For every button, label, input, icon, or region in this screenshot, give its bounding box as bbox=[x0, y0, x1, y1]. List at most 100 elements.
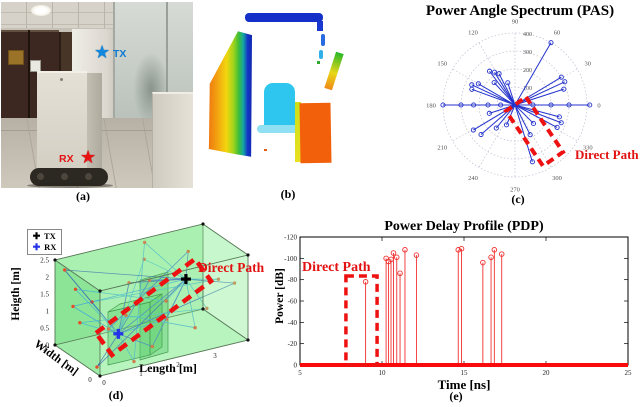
box-corner-dot bbox=[201, 307, 205, 311]
width-tick: 2 bbox=[43, 345, 47, 353]
bounce-point bbox=[232, 281, 237, 285]
door-seam bbox=[28, 30, 30, 122]
robot-wheel bbox=[37, 173, 44, 180]
polar-angle-tick: 150 bbox=[437, 60, 447, 67]
pas-stem bbox=[498, 73, 516, 106]
pdp-stem-marker bbox=[413, 252, 420, 258]
legend-entry-tx: ✚ TX bbox=[31, 231, 56, 242]
bounce-point bbox=[193, 326, 197, 330]
pdp-xlabel: Time [ns] bbox=[437, 377, 491, 392]
robot-cabinet-front bbox=[37, 71, 87, 176]
pointcloud-cabinet bbox=[264, 83, 295, 128]
polar-radius-tick: 200 bbox=[523, 68, 532, 74]
polar-radius-tick: 100 bbox=[523, 86, 532, 92]
polar-angle-tick: 0 bbox=[597, 102, 600, 109]
pointcloud-right-wall bbox=[299, 102, 332, 164]
pas-stem-marker bbox=[491, 80, 497, 86]
pointcloud-dot bbox=[317, 61, 320, 64]
y-tick-label: -120 bbox=[284, 234, 297, 242]
pas-stem-marker bbox=[469, 82, 475, 88]
pdp-stem-marker bbox=[455, 247, 462, 253]
length-tick: 1 bbox=[139, 370, 143, 378]
polar-angle-tick: 180 bbox=[426, 102, 436, 109]
polar-angle-tick: 60 bbox=[554, 30, 561, 37]
bounce-point bbox=[164, 299, 168, 303]
bounce-point bbox=[95, 365, 99, 369]
pdp-stem-marker bbox=[458, 245, 465, 252]
door-sign bbox=[30, 60, 41, 72]
width-tick: 1 bbox=[66, 361, 70, 369]
box-corner-dot bbox=[201, 222, 205, 226]
pas-stem-marker bbox=[470, 127, 476, 133]
polar-angle-tick: 210 bbox=[437, 144, 447, 151]
z-tick: 2 bbox=[46, 274, 50, 282]
pdp-stem-marker bbox=[397, 270, 403, 277]
bounce-point bbox=[216, 277, 221, 281]
pas-stem-marker bbox=[548, 40, 554, 46]
pas-stem bbox=[514, 104, 533, 162]
pas-title: Power Angle Spectrum (PAS) bbox=[425, 3, 615, 19]
plot-box bbox=[299, 236, 629, 366]
pas-stem-marker bbox=[558, 120, 564, 126]
rx-marker-icon: ✚ bbox=[32, 242, 41, 252]
pas-stem-marker bbox=[558, 74, 564, 80]
pas-stem bbox=[514, 88, 564, 106]
length-tick: 2 bbox=[176, 361, 180, 369]
rx-star-icon: ★ bbox=[80, 147, 97, 167]
pas-stem bbox=[494, 71, 516, 106]
width-tick: 0 bbox=[88, 376, 92, 384]
pas-stem-marker bbox=[556, 114, 562, 120]
pdp-stem-marker bbox=[362, 279, 369, 285]
pas-stem bbox=[493, 82, 516, 106]
pointcloud-left-wall bbox=[208, 31, 252, 157]
pdp-title: Power Delay Profile (PDP) bbox=[384, 219, 544, 234]
polar-angle-tick: 120 bbox=[468, 30, 478, 37]
pas-stem-marker bbox=[554, 124, 560, 130]
robot-wheel bbox=[61, 173, 68, 180]
cabinet-knob bbox=[60, 78, 63, 81]
pdp-stem-marker bbox=[491, 247, 498, 253]
x-tick-label: 10 bbox=[379, 369, 387, 377]
z-tick: 0.5 bbox=[40, 325, 49, 333]
box-corner-dot bbox=[98, 289, 102, 293]
pas-stem bbox=[471, 88, 516, 106]
pdp-stem-plot: -120 -100 -80 -60 -40 -20 05 10 15 20 25 bbox=[284, 234, 632, 378]
robot-wheel bbox=[85, 173, 92, 180]
bounce-point bbox=[205, 306, 209, 311]
pdp-stem-marker bbox=[480, 259, 486, 266]
box-corner-dot bbox=[53, 343, 57, 347]
pas-stem-marker bbox=[505, 80, 511, 86]
pdp-stem-marker bbox=[402, 247, 408, 253]
x-tick-label: 15 bbox=[461, 369, 469, 377]
pas-stem-marker bbox=[587, 102, 593, 108]
z-tick: 1 bbox=[46, 308, 50, 316]
pas-stem bbox=[514, 104, 558, 128]
bounce-point bbox=[73, 287, 78, 291]
pas-stem-marker bbox=[529, 159, 535, 165]
ray-path bbox=[74, 278, 187, 335]
z-tick: 1.5 bbox=[40, 291, 49, 299]
robot-shadow bbox=[27, 183, 113, 188]
pdp-stem-marker bbox=[390, 250, 397, 256]
pdp-stem-marker bbox=[488, 254, 494, 261]
pas-stem-marker bbox=[478, 131, 484, 138]
direct-path-box-pas bbox=[503, 94, 566, 169]
direct-path-label-3d: Direct Path bbox=[198, 260, 265, 275]
pas-stem bbox=[489, 70, 516, 106]
polar-grid-spoke bbox=[514, 104, 552, 168]
pointcloud-ceiling-hook bbox=[317, 21, 323, 31]
box-corner-dot bbox=[98, 374, 102, 378]
door-plaque bbox=[8, 50, 24, 65]
x-axis-label-3d: Length [m] bbox=[139, 361, 197, 375]
pas-stem-marker bbox=[562, 79, 568, 85]
legend-box: ✚ TX ✚ RX bbox=[27, 229, 63, 255]
pas-stem-marker bbox=[496, 71, 502, 77]
pas-stem-marker bbox=[493, 125, 499, 131]
tx-marker-icon: ✚ bbox=[32, 231, 41, 241]
y-tick-label: -20 bbox=[288, 340, 298, 348]
z-tick: 2.5 bbox=[40, 257, 49, 265]
low-white-cabinet bbox=[152, 92, 193, 188]
polar-angle-tick: 30 bbox=[584, 60, 591, 67]
pas-stem-marker bbox=[530, 120, 537, 127]
legend-rx-label: RX bbox=[44, 242, 57, 252]
